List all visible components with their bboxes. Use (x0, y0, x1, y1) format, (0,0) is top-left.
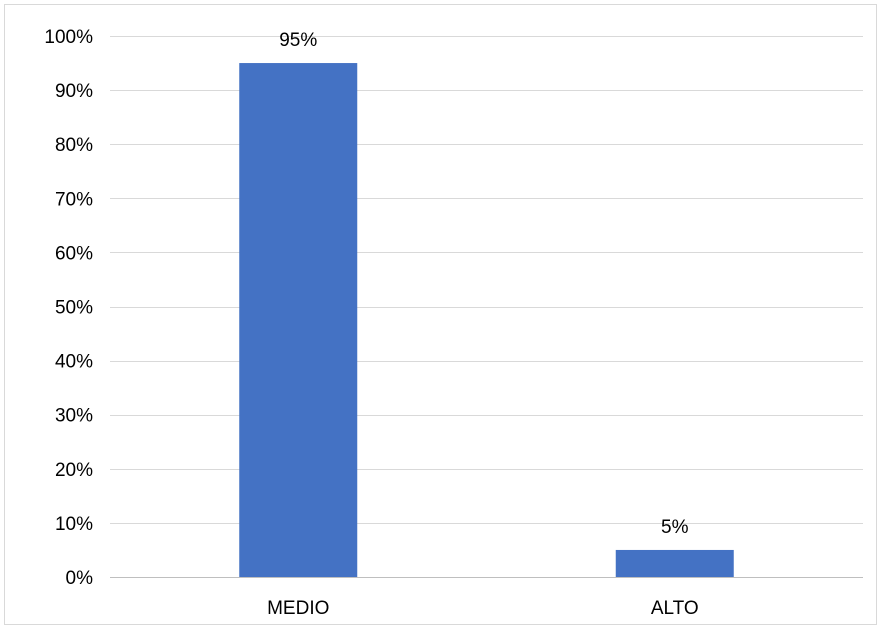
y-tick-label: 100% (44, 27, 93, 48)
chart-frame (4, 4, 877, 625)
bar-medio (239, 63, 358, 578)
labels: 0% 10% 20% 30% 40% 50% 60% 70% 80% 90% 100% 95% MEDI… (44, 27, 698, 619)
x-tick-label: MEDIO (267, 598, 329, 619)
y-tick-label: 30% (55, 406, 93, 427)
y-tick-label: 10% (55, 514, 93, 535)
x-tick-label: ALTO (651, 598, 699, 619)
bar-alto (615, 549, 734, 577)
bars (239, 63, 734, 578)
y-tick-label: 90% (55, 81, 93, 102)
y-tick-label: 80% (55, 135, 93, 156)
y-tick-label: 60% (55, 243, 93, 264)
data-label: 95% (279, 30, 317, 51)
y-tick-label: 0% (66, 568, 94, 589)
y-tick-label: 40% (55, 352, 93, 373)
y-tick-label: 70% (55, 189, 93, 210)
data-label: 5% (661, 517, 689, 538)
y-tick-label: 20% (55, 460, 93, 481)
y-tick-label: 50% (55, 298, 93, 319)
gridlines (110, 36, 863, 524)
